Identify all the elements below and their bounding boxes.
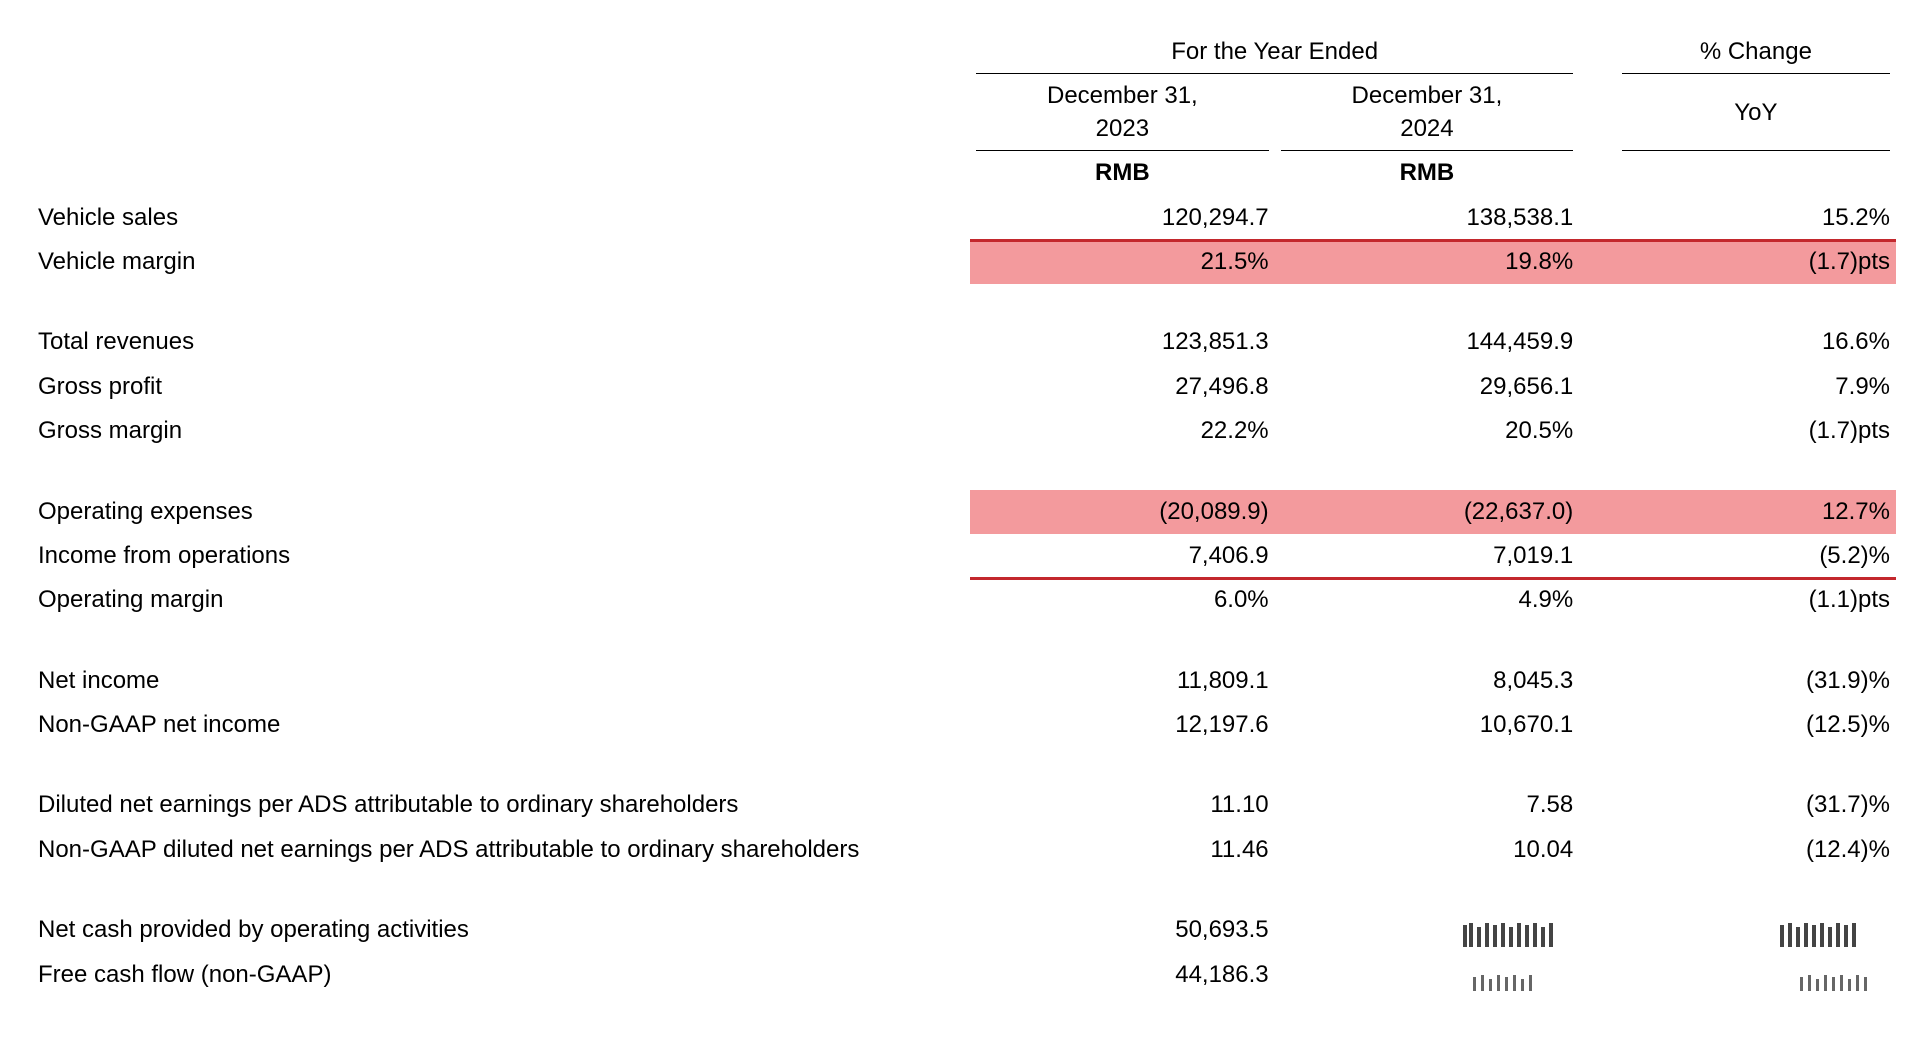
header-unit-2023: RMB — [970, 151, 1275, 195]
row-operating-margin: Operating margin 6.0% 4.9% (1.1)pts — [32, 578, 1896, 622]
cell-income-from-ops-2024: 7,019.1 — [1275, 534, 1580, 578]
header-for-year: For the Year Ended — [970, 30, 1579, 74]
financial-table-page: For the Year Ended % Change December 31,… — [0, 0, 1926, 1037]
label-total-revenues: Total revenues — [32, 320, 970, 364]
row-total-revenues: Total revenues 123,851.3 144,459.9 16.6% — [32, 320, 1896, 364]
row-income-from-ops: Income from operations 7,406.9 7,019.1 (… — [32, 534, 1896, 578]
cell-net-income-yoy: (31.9)% — [1616, 659, 1896, 703]
row-non-gaap-diluted-eps: Non-GAAP diluted net earnings per ADS at… — [32, 828, 1896, 872]
cell-vehicle-sales-2024: 138,538.1 — [1275, 196, 1580, 240]
row-vehicle-sales: Vehicle sales 120,294.7 138,538.1 15.2% — [32, 196, 1896, 240]
cell-diluted-eps-yoy: (31.7)% — [1616, 783, 1896, 827]
cell-total-revenues-yoy: 16.6% — [1616, 320, 1896, 364]
row-non-gaap-net-income: Non-GAAP net income 12,197.6 10,670.1 (1… — [32, 703, 1896, 747]
label-diluted-eps: Diluted net earnings per ADS attributabl… — [32, 783, 970, 827]
cell-vehicle-margin-yoy: (1.7)pts — [1616, 240, 1896, 284]
cell-income-from-ops-yoy: (5.2)% — [1616, 534, 1896, 578]
financial-table: For the Year Ended % Change December 31,… — [32, 30, 1896, 997]
label-non-gaap-diluted-eps: Non-GAAP diluted net earnings per ADS at… — [32, 828, 970, 872]
label-vehicle-margin: Vehicle margin — [32, 240, 970, 284]
obscured-marks-icon — [1780, 971, 1890, 995]
cell-net-cash-ops-2023: 50,693.5 — [970, 908, 1275, 952]
cell-diluted-eps-2023: 11.10 — [970, 783, 1275, 827]
cell-net-cash-ops-2024-obscured — [1275, 908, 1580, 952]
cell-operating-expenses-2024: (22,637.0) — [1275, 490, 1580, 534]
header-units-row: RMB RMB — [32, 151, 1896, 195]
header-date-2024-l2: 2024 — [1400, 115, 1453, 142]
cell-free-cash-flow-2023: 44,186.3 — [970, 953, 1275, 997]
label-income-from-ops: Income from operations — [32, 534, 970, 578]
header-change: % Change — [1616, 30, 1896, 74]
label-non-gaap-net-income: Non-GAAP net income — [32, 703, 970, 747]
label-operating-expenses: Operating expenses — [32, 490, 970, 534]
obscured-marks-icon — [1463, 971, 1573, 995]
cell-operating-expenses-yoy: 12.7% — [1616, 490, 1896, 534]
header-unit-2024: RMB — [1275, 151, 1580, 195]
header-yoy: YoY — [1616, 74, 1896, 151]
row-vehicle-margin: Vehicle margin 21.5% 19.8% (1.7)pts — [32, 240, 1896, 284]
cell-non-gaap-net-income-2023: 12,197.6 — [970, 703, 1275, 747]
label-vehicle-sales: Vehicle sales — [32, 196, 970, 240]
cell-non-gaap-net-income-yoy: (12.5)% — [1616, 703, 1896, 747]
header-date-2024: December 31, 2024 — [1275, 74, 1580, 151]
row-gross-margin: Gross margin 22.2% 20.5% (1.7)pts — [32, 409, 1896, 453]
header-group-row: For the Year Ended % Change — [32, 30, 1896, 74]
cell-income-from-ops-2023: 7,406.9 — [970, 534, 1275, 578]
row-net-income: Net income 11,809.1 8,045.3 (31.9)% — [32, 659, 1896, 703]
cell-non-gaap-net-income-2024: 10,670.1 — [1275, 703, 1580, 747]
row-free-cash-flow: Free cash flow (non-GAAP) 44,186.3 — [32, 953, 1896, 997]
cell-total-revenues-2023: 123,851.3 — [970, 320, 1275, 364]
label-gross-margin: Gross margin — [32, 409, 970, 453]
cell-total-revenues-2024: 144,459.9 — [1275, 320, 1580, 364]
header-date-2024-l1: December 31, — [1352, 82, 1503, 109]
cell-gross-margin-2023: 22.2% — [970, 409, 1275, 453]
row-operating-expenses: Operating expenses (20,089.9) (22,637.0)… — [32, 490, 1896, 534]
cell-gross-profit-2023: 27,496.8 — [970, 365, 1275, 409]
obscured-marks-icon — [1463, 921, 1573, 951]
cell-non-gaap-diluted-eps-2023: 11.46 — [970, 828, 1275, 872]
obscured-marks-icon — [1780, 921, 1890, 951]
header-dates-row: December 31, 2023 December 31, 2024 YoY — [32, 74, 1896, 151]
cell-operating-margin-yoy: (1.1)pts — [1616, 578, 1896, 622]
cell-gross-profit-2024: 29,656.1 — [1275, 365, 1580, 409]
label-gross-profit: Gross profit — [32, 365, 970, 409]
label-operating-margin: Operating margin — [32, 578, 970, 622]
cell-operating-margin-2023: 6.0% — [970, 578, 1275, 622]
row-net-cash-ops: Net cash provided by operating activitie… — [32, 908, 1896, 952]
header-date-2023-l1: December 31, — [1047, 82, 1198, 109]
cell-free-cash-flow-2024-obscured — [1275, 953, 1580, 997]
cell-gross-margin-2024: 20.5% — [1275, 409, 1580, 453]
header-date-2023-l2: 2023 — [1096, 115, 1149, 142]
cell-operating-margin-2024: 4.9% — [1275, 578, 1580, 622]
cell-gross-profit-yoy: 7.9% — [1616, 365, 1896, 409]
cell-net-cash-ops-yoy-obscured — [1616, 908, 1896, 952]
label-free-cash-flow: Free cash flow (non-GAAP) — [32, 953, 970, 997]
row-gross-profit: Gross profit 27,496.8 29,656.1 7.9% — [32, 365, 1896, 409]
cell-vehicle-margin-2023: 21.5% — [970, 240, 1275, 284]
header-date-2023: December 31, 2023 — [970, 74, 1275, 151]
row-diluted-eps: Diluted net earnings per ADS attributabl… — [32, 783, 1896, 827]
cell-non-gaap-diluted-eps-2024: 10.04 — [1275, 828, 1580, 872]
cell-vehicle-sales-yoy: 15.2% — [1616, 196, 1896, 240]
cell-operating-expenses-2023: (20,089.9) — [970, 490, 1275, 534]
cell-net-income-2024: 8,045.3 — [1275, 659, 1580, 703]
cell-vehicle-margin-2024: 19.8% — [1275, 240, 1580, 284]
cell-diluted-eps-2024: 7.58 — [1275, 783, 1580, 827]
cell-non-gaap-diluted-eps-yoy: (12.4)% — [1616, 828, 1896, 872]
cell-gross-margin-yoy: (1.7)pts — [1616, 409, 1896, 453]
cell-vehicle-sales-2023: 120,294.7 — [970, 196, 1275, 240]
cell-free-cash-flow-yoy-obscured — [1616, 953, 1896, 997]
label-net-income: Net income — [32, 659, 970, 703]
cell-net-income-2023: 11,809.1 — [970, 659, 1275, 703]
label-net-cash-ops: Net cash provided by operating activitie… — [32, 908, 970, 952]
